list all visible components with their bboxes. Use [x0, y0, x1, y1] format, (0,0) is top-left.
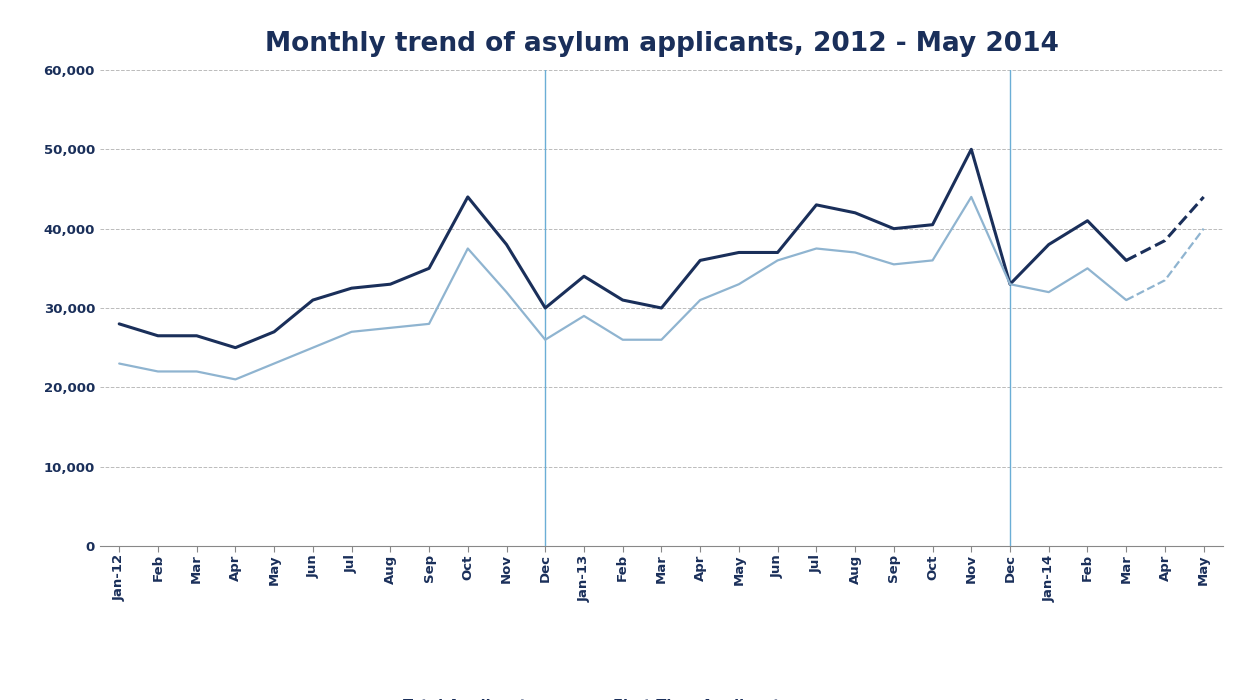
Title: Monthly trend of asylum applicants, 2012 - May 2014: Monthly trend of asylum applicants, 2012…	[265, 31, 1058, 57]
Legend: Total Applicants, First Time Applicants: Total Applicants, First Time Applicants	[348, 693, 795, 700]
